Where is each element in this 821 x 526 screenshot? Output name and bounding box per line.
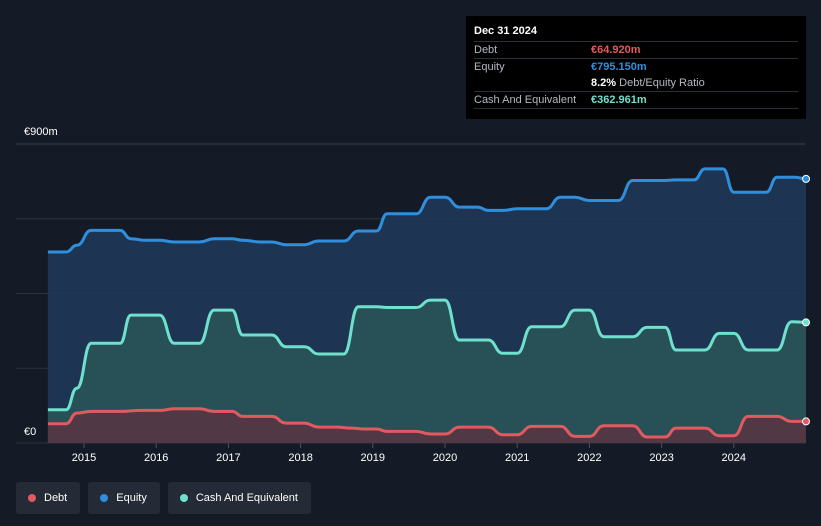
chart-legend: Debt Equity Cash And Equivalent [16,482,311,514]
series-areas [47,168,806,443]
x-tick-label-2016: 2016 [144,452,168,464]
tooltip-ratio-label: Debt/Equity Ratio [619,77,705,89]
cash-area [47,300,806,443]
tooltip-equity-value: €795.150m [591,61,647,73]
y-tick-label-max: €900m [24,126,58,138]
tooltip-debt-value: €64.920m [591,44,641,56]
debt-line [47,407,806,439]
tooltip-row-ratio: 8.2% Debt/Equity Ratio [474,75,798,92]
tooltip-row-cash: Cash And Equivalent €362.961m [474,92,798,109]
tooltip-cash-label: Cash And Equivalent [474,94,577,106]
equity-dot-icon [100,494,109,502]
tooltip-ratio-value: 8.2% Debt/Equity Ratio [591,75,705,91]
tooltip-cash-value: €362.961m [591,94,647,106]
debt-end-marker [802,417,810,426]
x-tick-label-2024: 2024 [722,452,746,464]
x-tick-label-2023: 2023 [649,452,673,464]
equity-line [47,167,807,254]
tooltip-equity-label: Equity [474,61,505,73]
legend-item-cash[interactable]: Cash And Equivalent [167,482,311,514]
debt-dot-icon [28,494,36,502]
axis-labels: €900m €0 2015 2016 2017 2018 2019 2020 2021 2022 2… [24,126,746,464]
legend-item-equity[interactable]: Equity [88,482,160,514]
tooltip-panel: Dec 31 2024 Debt €64.920m Equity €795.15… [466,16,806,119]
cash-end-marker [802,318,810,327]
cash-line [47,298,807,412]
x-tick-label-2020: 2020 [433,452,457,464]
tooltip-row-debt: Debt €64.920m [474,42,798,59]
x-tick-label-2021: 2021 [505,452,529,464]
tooltip-row-equity: Equity €795.150m [474,59,798,75]
equity-end-marker [802,174,810,183]
tooltip-ratio-number: 8.2% [591,77,617,89]
x-tick-label-2018: 2018 [288,452,312,464]
legend-debt-label: Debt [44,492,68,504]
legend-cash-label: Cash And Equivalent [195,492,298,504]
tooltip-date: Dec 31 2024 [474,24,798,42]
x-tick-label-2019: 2019 [361,452,385,464]
tooltip-debt-label: Debt [474,44,498,56]
end-markers [802,174,810,426]
y-tick-label-zero: €0 [24,426,36,438]
series-lines [47,167,807,439]
cash-dot-icon [179,494,188,502]
legend-equity-label: Equity [116,492,147,504]
x-tick-label-2015: 2015 [72,452,96,464]
debt-area [47,408,806,443]
x-tick-label-2017: 2017 [216,452,240,464]
x-tick-label-2022: 2022 [577,452,601,464]
legend-item-debt[interactable]: Debt [16,482,81,514]
